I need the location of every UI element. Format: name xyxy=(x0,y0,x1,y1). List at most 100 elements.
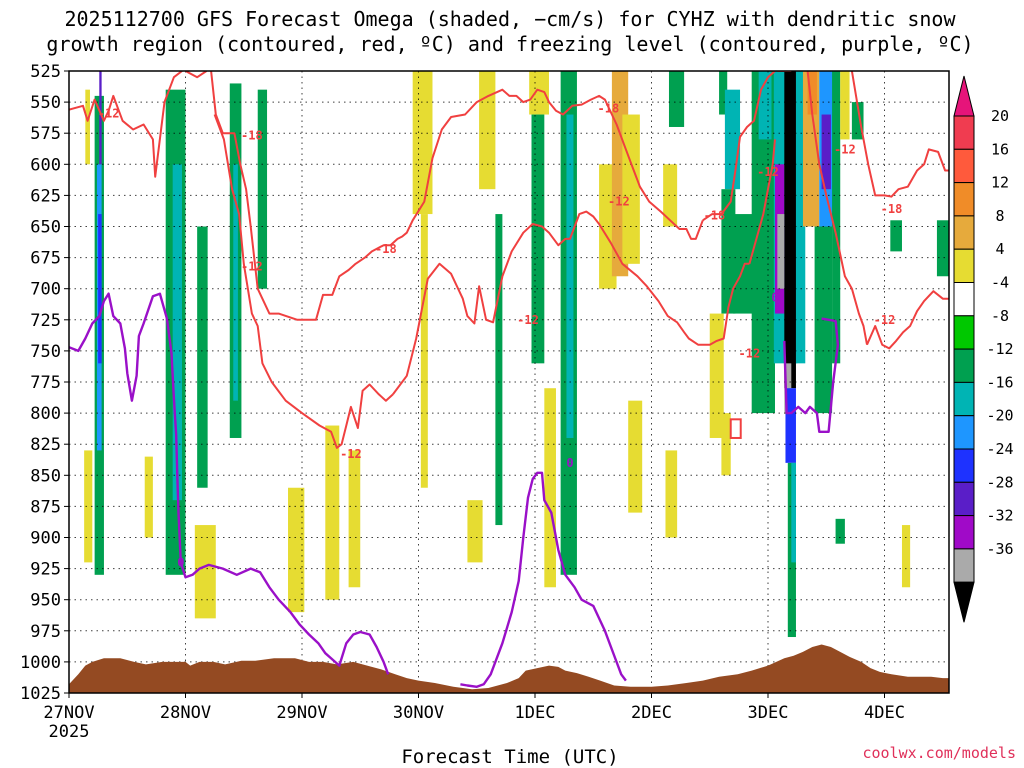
y-tick-label: 575 xyxy=(30,124,61,144)
colorbar-swatch xyxy=(953,381,975,417)
omega-cell xyxy=(721,189,736,314)
omega-cell xyxy=(197,226,208,488)
y-tick-label: 700 xyxy=(30,280,61,300)
dgz-contour-line xyxy=(866,290,949,350)
terrain-area xyxy=(69,644,949,693)
dgz-label: -12 xyxy=(757,165,779,179)
dendritic-growth-contours xyxy=(69,71,949,449)
colorbar-tick-label: -4 xyxy=(991,274,1009,292)
colorbar-swatch xyxy=(953,215,975,250)
y-tick-label: 775 xyxy=(30,373,61,393)
x-tick-label: 3DEC xyxy=(748,703,789,723)
dgz-label: -12 xyxy=(98,106,120,120)
omega-cell xyxy=(751,71,775,414)
dgz-contour-line xyxy=(850,71,949,198)
omega-cell xyxy=(791,462,796,563)
terrain-layer xyxy=(69,644,949,693)
omega-cell xyxy=(99,71,102,165)
colorbar-tick-label: -32 xyxy=(986,507,1013,525)
omega-cell xyxy=(835,518,845,544)
x-axis-label: Forecast Time (UTC) xyxy=(401,746,618,768)
omega-cell xyxy=(901,525,911,588)
omega-cell xyxy=(785,388,796,463)
colorbar-swatch xyxy=(953,481,975,517)
omega-cell xyxy=(325,425,340,600)
y-tick-label: 825 xyxy=(30,435,61,455)
y-tick-label: 725 xyxy=(30,311,61,331)
dgz-contour-line xyxy=(806,71,868,345)
x-tick-label: 30NOV xyxy=(393,703,444,723)
dgz-label: -12 xyxy=(340,447,362,461)
omega-cell xyxy=(288,487,305,613)
omega-cell xyxy=(84,450,93,563)
credit-text: coolwx.com/models xyxy=(862,744,1016,762)
omega-cell xyxy=(784,71,796,389)
y-tick-label: 800 xyxy=(30,404,61,424)
omega-cell xyxy=(412,71,433,215)
freezing-label: 0 xyxy=(566,456,573,470)
omega-cell xyxy=(566,114,574,438)
omega-cell xyxy=(172,164,183,501)
omega-cell xyxy=(98,214,102,364)
y-tick-label: 950 xyxy=(30,591,61,611)
omega-cell xyxy=(628,400,643,513)
y-tick-label: 875 xyxy=(30,497,61,517)
colorbar-swatch xyxy=(953,182,975,217)
omega-cell xyxy=(890,220,902,252)
dgz-contour-line xyxy=(213,114,394,449)
y-tick-label: 750 xyxy=(30,342,61,362)
colorbar-tick-label: -8 xyxy=(991,307,1009,325)
omega-cell xyxy=(233,164,238,401)
x-tick-label: 4DEC xyxy=(864,703,905,723)
colorbar-swatch xyxy=(953,315,975,350)
x-tick-label: 29NOV xyxy=(276,703,327,723)
dgz-contour-line xyxy=(185,71,208,79)
freezing-label: 0 xyxy=(177,555,184,569)
freezing-contour-line xyxy=(783,317,840,433)
x-tick-label: 1DEC xyxy=(515,703,556,723)
plot-gridlines xyxy=(69,71,949,693)
dgz-label: -18 xyxy=(241,129,263,143)
omega-cell xyxy=(840,71,850,140)
y-tick-label: 600 xyxy=(30,155,61,175)
colorbar-tick-label: 8 xyxy=(995,207,1004,225)
omega-cell xyxy=(665,450,678,538)
omega-cell xyxy=(821,114,831,190)
colorbar-tick-label: 20 xyxy=(991,107,1009,125)
colorbar-tick-label: -20 xyxy=(986,407,1013,425)
omega-cell xyxy=(663,164,678,227)
x-tick-label: 2DEC xyxy=(631,703,672,723)
dgz-contour-loop xyxy=(729,418,742,439)
contour-labels: -12 -18 -12 -12 -18 -12 -18 -12 -18 -12 -12 -12 -18 -… xyxy=(98,101,903,569)
omega-cell xyxy=(936,220,949,277)
dgz-label: -18 xyxy=(375,242,397,256)
colorbar-swatch xyxy=(953,548,975,583)
dgz-contour-line xyxy=(392,210,750,395)
omega-cell xyxy=(194,525,216,619)
y-tick-label: 675 xyxy=(30,249,61,269)
y-tick-label: 850 xyxy=(30,466,61,486)
y-tick-label: 525 xyxy=(30,62,61,82)
colorbar-tick-label: -16 xyxy=(986,373,1013,391)
omega-cell xyxy=(807,71,817,115)
x-tick-label: 27NOV xyxy=(43,703,94,723)
chart-title-line1: 2025112700 GFS Forecast Omega (shaded, −… xyxy=(64,7,956,31)
colorbar-swatch xyxy=(953,248,975,283)
colorbar-tick-label: 12 xyxy=(991,174,1009,192)
dgz-label: -12 xyxy=(608,195,630,209)
omega-cell xyxy=(529,71,549,115)
dgz-contour-line xyxy=(210,71,391,321)
colorbar-tick-label: -36 xyxy=(986,540,1013,558)
omega-cell xyxy=(495,214,503,526)
omega-cell xyxy=(467,500,483,563)
dgz-label: -18 xyxy=(881,202,903,216)
colorbar-swatch xyxy=(953,282,975,317)
y-tick-label: 550 xyxy=(30,93,61,113)
omega-cell xyxy=(348,450,361,588)
omega-cell xyxy=(733,214,753,314)
omega-cell xyxy=(144,456,153,538)
colorbar-swatch xyxy=(953,348,975,383)
y-tick-label: 1025 xyxy=(20,684,61,704)
freezing-contour-line xyxy=(69,292,390,675)
